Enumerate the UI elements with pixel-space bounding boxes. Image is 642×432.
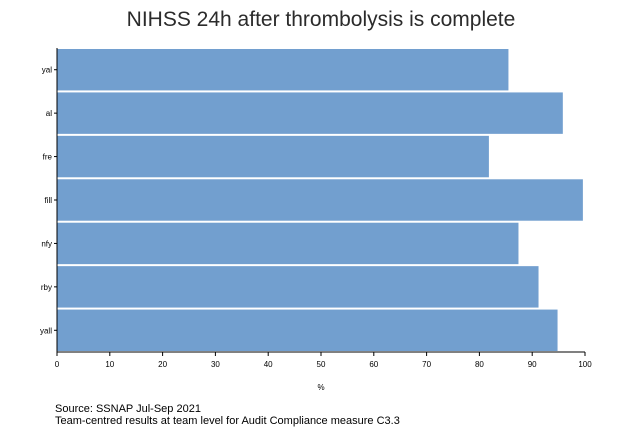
x-ticks-group: 0 10 20 30 40 50 60 70 80 90 100: [55, 352, 592, 369]
x-tick-label-30: 30: [211, 360, 220, 369]
category-label-al: al: [46, 109, 52, 118]
category-labels: yal al fre fill nfy rby yall: [40, 66, 57, 335]
bar-yall: [57, 309, 558, 351]
category-label-fill: fill: [44, 196, 52, 205]
bar-fre: [57, 135, 489, 178]
source-note: Source: SSNAP Jul-Sep 2021 Team-centred …: [55, 403, 400, 427]
source-subtext: Team-centred results at team level for A…: [55, 415, 400, 427]
x-tick-label-50: 50: [317, 360, 326, 369]
x-tick-label-90: 90: [528, 360, 537, 369]
bar-fill: [57, 179, 583, 221]
x-tick-label-70: 70: [422, 360, 431, 369]
x-axis-label: %: [317, 383, 324, 392]
chart-title: NIHSS 24h after thrombolysis is complete: [126, 8, 516, 31]
x-tick-label-40: 40: [264, 360, 273, 369]
bar-al: [57, 92, 563, 134]
bar-yal: [57, 49, 509, 91]
category-label-nfy: nfy: [41, 239, 52, 248]
category-label-fre: fre: [43, 153, 53, 162]
x-tick-label-60: 60: [369, 360, 378, 369]
bar-nfy: [57, 222, 519, 265]
bar-rby: [57, 266, 539, 308]
x-tick-label-20: 20: [158, 360, 167, 369]
category-label-rby: rby: [41, 283, 52, 292]
x-tick-label-80: 80: [475, 360, 484, 369]
category-label-yal: yal: [42, 66, 52, 75]
category-label-yall: yall: [40, 326, 52, 335]
bars-group: [57, 49, 583, 351]
x-tick-label-100: 100: [578, 360, 592, 369]
x-tick-label-0: 0: [55, 360, 60, 369]
x-tick-label-10: 10: [105, 360, 114, 369]
source-text: Source: SSNAP Jul-Sep 2021: [55, 403, 201, 415]
